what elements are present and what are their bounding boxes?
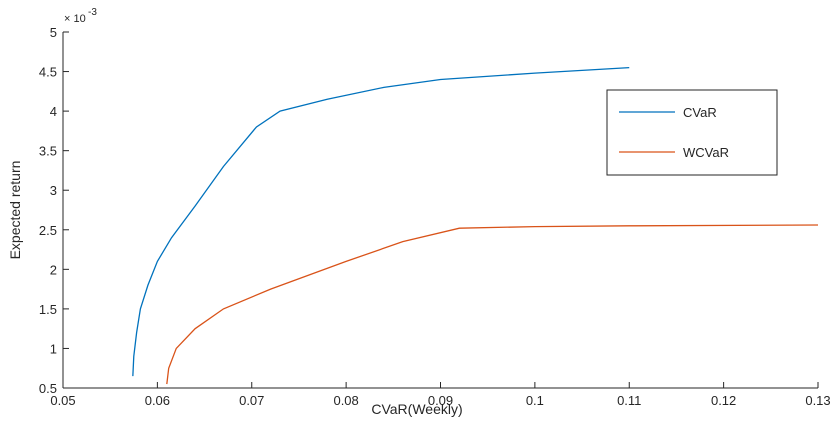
x-tick-label: 0.06 bbox=[145, 393, 170, 408]
y-tick-label: 4.5 bbox=[39, 65, 57, 80]
data-line bbox=[166, 224, 819, 385]
y-tick-label: 2.5 bbox=[39, 223, 57, 238]
y-tick-label: 3.5 bbox=[39, 144, 57, 159]
x-tick-label: 0.09 bbox=[428, 393, 453, 408]
x-tick-label: 0.08 bbox=[333, 393, 358, 408]
x-tick-label: 0.13 bbox=[805, 393, 830, 408]
y-tick-label: 3 bbox=[50, 183, 57, 198]
y-axis-label: Expected return bbox=[7, 161, 23, 260]
x-tick-label: 0.11 bbox=[617, 393, 641, 408]
x-tick-label: 0.12 bbox=[711, 393, 736, 408]
y-tick-label: 5 bbox=[50, 25, 57, 40]
y-scale-exponent: -3 bbox=[88, 7, 97, 18]
y-tick-label: 1 bbox=[50, 341, 57, 356]
y-tick-label: 4 bbox=[50, 104, 57, 119]
legend-box bbox=[606, 89, 778, 176]
y-tick-label: 1.5 bbox=[39, 302, 57, 317]
x-tick-label: 0.05 bbox=[50, 393, 75, 408]
legend-label: CVaR bbox=[683, 105, 717, 120]
y-tick-label: 2 bbox=[50, 262, 57, 277]
x-axis-label: CVaR(Weekly) bbox=[371, 401, 462, 417]
y-scale-base: × 10 bbox=[64, 13, 86, 25]
x-tick-label: 0.1 bbox=[526, 393, 544, 408]
y-tick-label: 0.5 bbox=[39, 381, 57, 396]
x-tick-label: 0.07 bbox=[239, 393, 264, 408]
data-line bbox=[132, 66, 630, 377]
legend-label: WCVaR bbox=[683, 145, 729, 160]
